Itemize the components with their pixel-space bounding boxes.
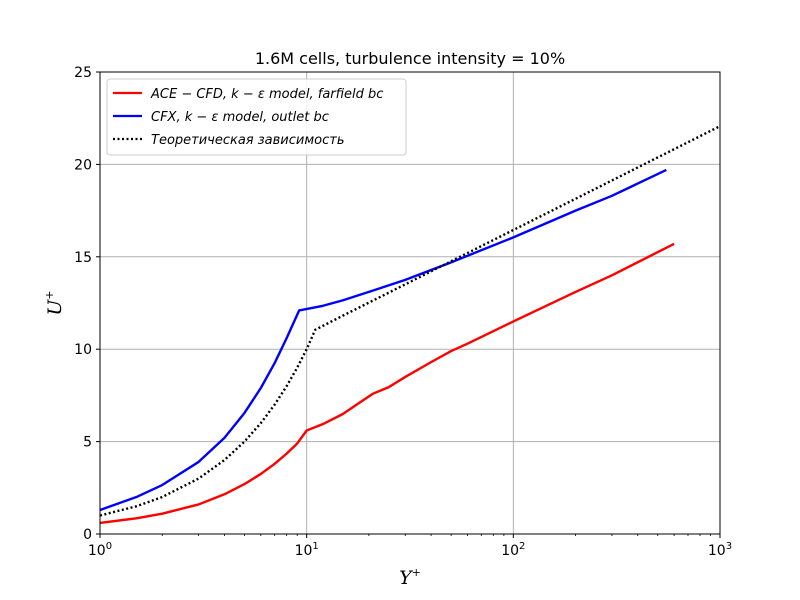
series-lines — [99, 125, 721, 525]
x-tick-label: 100 — [88, 541, 112, 559]
legend-label-theoretical: Теоретическая зависимость — [151, 133, 345, 148]
x-tick-label: 102 — [501, 541, 525, 559]
y-tick-label: 15 — [74, 250, 92, 266]
y-axis-ticks: 0 5 10 15 20 25 — [74, 65, 100, 543]
y-tick-label: 20 — [74, 157, 92, 173]
y-tick-label: 10 — [74, 342, 92, 358]
y-axis-label: U+ — [43, 290, 66, 315]
y-tick-label: 25 — [74, 65, 92, 81]
y-tick-label: 5 — [83, 435, 92, 451]
legend-box — [106, 78, 407, 156]
x-axis-ticks: 100 101 102 103 — [88, 534, 732, 559]
x-tick-label: 103 — [708, 541, 732, 559]
plot-frame — [99, 71, 721, 535]
chart-title: 1.6M cells, turbulence intensity = 10% — [255, 49, 565, 68]
x-axis-label: Y+ — [399, 566, 421, 589]
legend-label-cfx: CFX, k − ε model, outlet bc — [151, 110, 329, 125]
series-line-2 — [99, 125, 721, 517]
y-tick-label: 0 — [83, 527, 92, 543]
legend-label-ace-cfd: ACE − CFD, k − ε model, farfield bc — [150, 87, 383, 102]
x-tick-label: 101 — [295, 541, 319, 559]
legend: ACE − CFD, k − ε model, farfield bc CFX,… — [106, 78, 407, 156]
series-line-0 — [99, 242, 675, 525]
series-line-1 — [99, 168, 667, 512]
